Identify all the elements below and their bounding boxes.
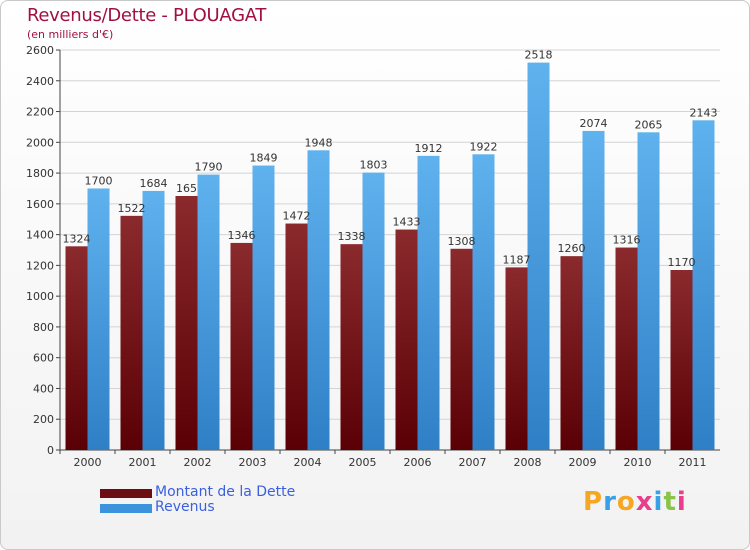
data-label-dette: 1433 [393,216,421,229]
bar-dette [175,196,198,450]
bar-dette [505,267,528,450]
bar-revenus [582,130,605,450]
data-label-dette: 165 [176,182,197,195]
bar-dette [230,242,253,450]
x-tick-label: 2002 [184,456,212,469]
legend-label-revenus: Revenus [155,499,215,515]
chart-subtitle: (en milliers d'€) [27,28,114,41]
bar-revenus [417,155,440,450]
x-tick-label: 2010 [624,456,652,469]
data-label-revenus: 1922 [470,140,498,153]
x-tick-label: 2007 [459,456,487,469]
bar-dette [450,248,473,450]
y-tick-label: 1000 [26,290,54,303]
bar-revenus [252,165,275,451]
bar-dette [120,215,143,450]
data-label-dette: 1308 [448,235,476,248]
data-label-dette: 1338 [338,230,366,243]
bar-revenus [637,132,660,451]
x-tick-label: 2011 [679,456,707,469]
bar-dette [65,246,88,450]
y-tick-label: 2600 [26,44,54,57]
data-label-dette: 1346 [228,229,256,242]
chart-title: Revenus/Dette - PLOUAGAT [27,5,267,26]
bar-revenus [527,62,550,450]
data-label-dette: 1170 [668,256,696,269]
bar-revenus [142,190,165,450]
data-label-revenus: 1684 [140,177,168,190]
bar-revenus [307,150,330,451]
data-label-dette: 1316 [613,234,641,247]
data-label-revenus: 2074 [580,117,608,130]
y-tick-label: 1800 [26,167,54,180]
y-tick-label: 1200 [26,259,54,272]
legend-item-dette: Montant de la Dette [100,484,400,500]
grid-lines [60,49,720,451]
bar-revenus [87,188,110,450]
y-tick-label: 800 [33,321,54,334]
x-tick-label: 2008 [514,456,542,469]
data-label-revenus: 2065 [635,118,663,131]
x-tick-label: 2001 [129,456,157,469]
proxiti-logo: Proxiti [583,487,687,517]
data-label-revenus: 1849 [250,152,278,165]
bar-revenus [362,172,385,450]
bar-dette [340,244,363,450]
y-tick-label: 2400 [26,75,54,88]
bar-revenus [472,154,495,451]
bar-dette [395,229,418,450]
bars [65,62,715,451]
data-label-revenus: 1700 [85,174,113,187]
bar-revenus [197,174,220,450]
data-label-dette: 1324 [63,232,91,245]
data-label-dette: 1522 [118,202,146,215]
x-tick-label: 2000 [74,456,102,469]
data-label-revenus: 1790 [195,161,223,174]
x-tick-label: 2005 [349,456,377,469]
data-label-revenus: 1803 [360,159,388,172]
y-tick-label: 2000 [26,136,54,149]
axes: 0 200 400 600 800 1000 1200 1400 1600 1800 2000 220… [26,44,720,469]
legend-item-revenus: Revenus [100,499,400,515]
bar-dette [560,256,583,450]
x-tick-label: 2003 [239,456,267,469]
bar-dette [615,247,638,450]
data-label-dette: 1187 [503,253,531,266]
data-label-revenus: 1912 [415,142,443,155]
x-tick-label: 2006 [404,456,432,469]
data-label-revenus: 2518 [525,49,553,62]
legend-label-dette: Montant de la Dette [155,484,296,500]
data-label-dette: 1472 [283,210,311,223]
bar-dette [285,223,308,450]
bar-dette [670,270,693,450]
legend-swatch-dette [100,489,152,498]
x-tick-label: 2009 [569,456,597,469]
y-tick-label: 200 [33,413,54,426]
bar-revenus [692,120,715,451]
y-tick-label: 1600 [26,198,54,211]
y-tick-label: 1400 [26,229,54,242]
x-tick-label: 2004 [294,456,322,469]
data-labels: 1324 1700 1522 1684 165 1790 1346 1849 1472 1948 1… [63,49,718,269]
y-tick-label: 0 [47,444,54,457]
data-label-revenus: 1948 [305,136,333,149]
data-label-revenus: 2143 [690,106,718,119]
y-tick-label: 2200 [26,106,54,119]
data-label-dette: 1260 [558,242,586,255]
y-tick-label: 400 [33,382,54,395]
legend-swatch-revenus [100,504,152,513]
y-tick-label: 600 [33,352,54,365]
